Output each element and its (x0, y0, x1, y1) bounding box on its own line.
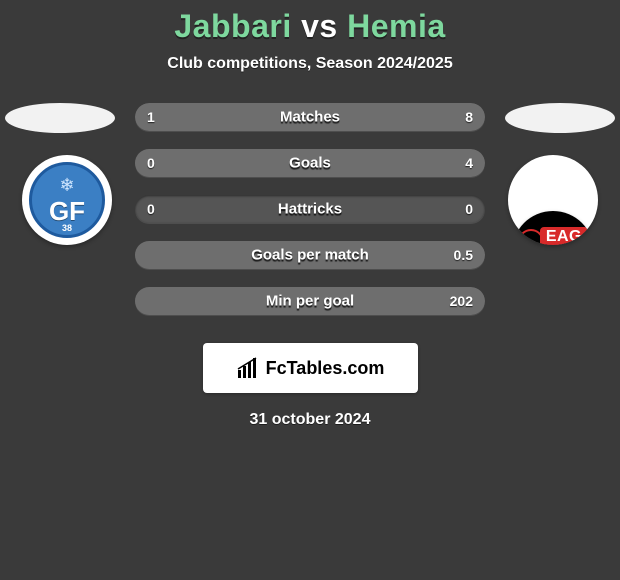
stat-row: 0 4 Goals (135, 149, 485, 177)
badge-right-pill: EAG (540, 227, 588, 245)
stat-value-right: 202 (450, 293, 473, 309)
flag-right (505, 103, 615, 133)
stat-label: Min per goal (266, 293, 354, 310)
stat-value-right: 0 (465, 201, 473, 217)
team-badge-right: EAG EN AVANT DE GUINGAMP Côtes d'Armor (508, 155, 598, 245)
stat-row: 202 Min per goal (135, 287, 485, 315)
fctables-logo: FcTables.com (203, 343, 418, 393)
logo-text: FcTables.com (266, 358, 385, 379)
bar-chart-icon (236, 356, 260, 380)
stat-label: Hattricks (278, 201, 342, 218)
stat-value-right: 8 (465, 109, 473, 125)
stat-label: Goals per match (251, 247, 369, 264)
stat-value-right: 4 (465, 155, 473, 171)
stat-label: Matches (280, 109, 340, 126)
page-title: Jabbari vs Hemia (0, 0, 620, 45)
player2-name: Hemia (347, 8, 446, 44)
content-area: ❄ GF 38 EAG EN AVANT DE GUINGAMP Côtes d… (0, 103, 620, 315)
date-text: 31 october 2024 (0, 411, 620, 429)
guingamp-badge-icon: EAG EN AVANT DE GUINGAMP Côtes d'Armor (512, 211, 594, 245)
stat-value-left: 0 (147, 201, 155, 217)
subtitle: Club competitions, Season 2024/2025 (0, 55, 620, 73)
player1-name: Jabbari (174, 8, 291, 44)
badge-left-number: 38 (62, 223, 72, 233)
stat-value-right: 0.5 (454, 247, 473, 263)
team-badge-left: ❄ GF 38 (22, 155, 112, 245)
stat-value-left: 1 (147, 109, 155, 125)
stat-row: 0 0 Hattricks (135, 195, 485, 223)
vs-text: vs (301, 8, 338, 44)
stat-value-left: 0 (147, 155, 155, 171)
snowflake-icon: ❄ (59, 175, 74, 196)
grenoble-badge-icon: ❄ GF 38 (29, 162, 105, 238)
stat-label: Goals (289, 155, 331, 172)
stats-bars: 1 8 Matches 0 4 Goals 0 0 Hattricks 0.5 Goals per … (135, 103, 485, 315)
flag-left (5, 103, 115, 133)
stat-row: 0.5 Goals per match (135, 241, 485, 269)
stat-row: 1 8 Matches (135, 103, 485, 131)
